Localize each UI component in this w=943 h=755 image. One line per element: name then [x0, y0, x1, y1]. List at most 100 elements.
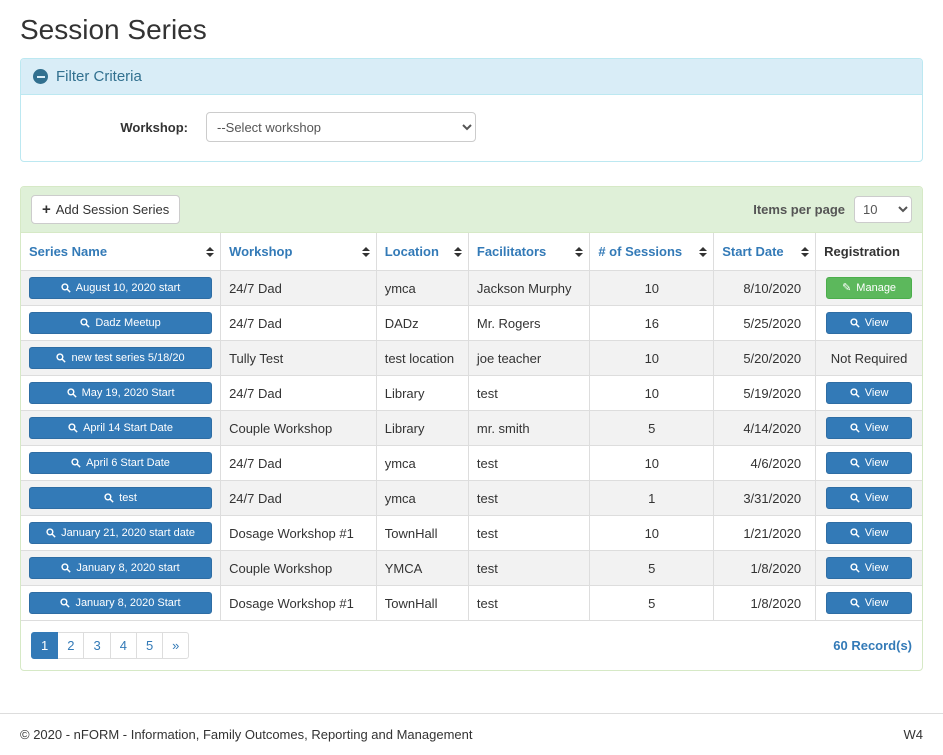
items-per-page-label: Items per page	[753, 202, 845, 217]
registration-button-label: Manage	[856, 282, 897, 294]
registration-button-label: View	[864, 492, 889, 504]
location-cell: YMCA	[375, 550, 469, 586]
registration-cell: View	[815, 480, 922, 516]
series-name-cell: January 21, 2020 start date	[21, 515, 222, 551]
registration-button-label: View	[864, 457, 889, 469]
column-header-of-sessions[interactable]: # of Sessions	[589, 233, 715, 271]
series-name-button[interactable]: Dadz Meetup	[29, 312, 213, 334]
series-name-cell: January 8, 2020 Start	[21, 585, 222, 621]
registration-cell: ✎ Manage	[815, 270, 922, 306]
location-cell: ymca	[375, 445, 469, 481]
view-button[interactable]: View	[826, 417, 913, 439]
start-date-cell: 3/31/2020	[713, 480, 817, 516]
sort-icon[interactable]	[575, 246, 584, 257]
session-series-table: Series Name Workshop Location Facilitators #…	[21, 233, 922, 621]
page-button-2[interactable]: 2	[57, 632, 85, 659]
series-name-cell: August 10, 2020 start	[21, 270, 222, 306]
series-name-button[interactable]: test	[29, 487, 213, 509]
sort-icon[interactable]	[801, 246, 810, 257]
page: Session Series Filter Criteria Workshop:…	[0, 14, 943, 671]
series-name-button[interactable]: new test series 5/18/20	[29, 347, 213, 369]
series-name-button[interactable]: April 14 Start Date	[29, 417, 213, 439]
location-cell: test location	[375, 340, 469, 376]
series-name-button[interactable]: August 10, 2020 start	[29, 277, 213, 299]
series-name-button[interactable]: January 21, 2020 start date	[29, 522, 213, 544]
add-session-series-button[interactable]: + Add Session Series	[31, 195, 181, 224]
column-header-location[interactable]: Location	[375, 233, 469, 271]
location-cell: Library	[375, 375, 469, 411]
series-name-label: August 10, 2020 start	[75, 282, 181, 294]
magnifier-icon	[850, 423, 860, 433]
facilitators-cell: test	[467, 515, 591, 551]
location-cell: TownHall	[375, 515, 469, 551]
series-name-cell: Dadz Meetup	[21, 305, 222, 341]
column-header-workshop[interactable]: Workshop	[220, 233, 377, 271]
view-button[interactable]: View	[826, 487, 913, 509]
column-header-facilitators[interactable]: Facilitators	[467, 233, 591, 271]
workshop-cell: 24/7 Dad	[220, 480, 377, 516]
registration-button-label: View	[864, 422, 889, 434]
magnifier-icon	[56, 353, 67, 363]
sort-icon[interactable]	[206, 246, 215, 257]
series-name-button[interactable]: January 8, 2020 start	[29, 557, 213, 579]
magnifier-icon	[104, 493, 114, 503]
magnifier-icon	[850, 598, 860, 608]
start-date-cell: 1/8/2020	[713, 585, 817, 621]
filter-panel-header[interactable]: Filter Criteria	[21, 59, 922, 95]
pagination: 1 2 3 4 5»	[31, 632, 190, 659]
registration-cell: View	[815, 585, 922, 621]
series-name-label: January 8, 2020 start	[76, 562, 180, 574]
page-button-3[interactable]: 3	[83, 632, 111, 659]
table-row: April 14 Start Date Couple Workshop Librar…	[21, 410, 922, 446]
table-row: test 24/7 Dad ymca test 1 3/31/2020 View	[21, 480, 922, 516]
view-button[interactable]: View	[826, 312, 913, 334]
table-row: Dadz Meetup 24/7 Dad DADz Mr. Rogers 16 5/25/…	[21, 305, 922, 341]
start-date-cell: 5/19/2020	[713, 375, 817, 411]
series-name-button[interactable]: January 8, 2020 Start	[29, 592, 213, 614]
sort-icon[interactable]	[361, 246, 370, 257]
column-header-series-name[interactable]: Series Name	[21, 233, 222, 271]
series-name-cell: April 14 Start Date	[21, 410, 222, 446]
workshop-select[interactable]: --Select workshop	[206, 112, 476, 142]
series-name-cell: January 8, 2020 start	[21, 550, 222, 586]
series-name-button[interactable]: May 19, 2020 Start	[29, 382, 213, 404]
manage-button[interactable]: ✎ Manage	[826, 277, 913, 299]
view-button[interactable]: View	[826, 592, 913, 614]
sort-icon[interactable]	[453, 246, 462, 257]
view-button[interactable]: View	[826, 557, 913, 579]
page-button-1[interactable]: 1	[31, 632, 59, 659]
view-button[interactable]: View	[826, 452, 913, 474]
magnifier-icon	[46, 528, 56, 538]
registration-cell: View	[815, 375, 922, 411]
facilitators-cell: test	[467, 585, 591, 621]
column-header-start-date[interactable]: Start Date	[713, 233, 817, 271]
magnifier-icon	[61, 283, 71, 293]
page-button-5[interactable]: 5	[135, 632, 164, 659]
page-button-4[interactable]: 4	[109, 632, 137, 659]
series-name-button[interactable]: April 6 Start Date	[29, 452, 213, 474]
column-header-label: # of Sessions	[598, 244, 683, 259]
collapse-minus-icon[interactable]	[33, 69, 48, 84]
series-name-label: May 19, 2020 Start	[81, 387, 175, 399]
start-date-cell: 5/20/2020	[713, 340, 817, 376]
view-button[interactable]: View	[826, 522, 913, 544]
start-date-cell: 5/25/2020	[713, 305, 817, 341]
footer: © 2020 - nFORM - Information, Family Out…	[0, 713, 943, 755]
registration-button-label: View	[864, 387, 889, 399]
facilitators-cell: test	[467, 375, 591, 411]
registration-button-label: View	[864, 562, 889, 574]
column-header-label: Location	[384, 244, 439, 259]
registration-cell: View	[815, 410, 922, 446]
series-name-cell: test	[21, 480, 222, 516]
column-header-label: Registration	[824, 244, 900, 259]
magnifier-icon	[850, 458, 860, 468]
records-count: 60 Record(s)	[833, 638, 912, 653]
plus-icon: +	[42, 201, 51, 218]
location-cell: Library	[375, 410, 469, 446]
items-per-page-select[interactable]: 10	[854, 196, 912, 223]
workshop-cell: Couple Workshop	[220, 550, 377, 586]
facilitators-cell: joe teacher	[467, 340, 591, 376]
page-next-button[interactable]: »	[162, 632, 190, 659]
view-button[interactable]: View	[826, 382, 913, 404]
sort-icon[interactable]	[699, 246, 708, 257]
